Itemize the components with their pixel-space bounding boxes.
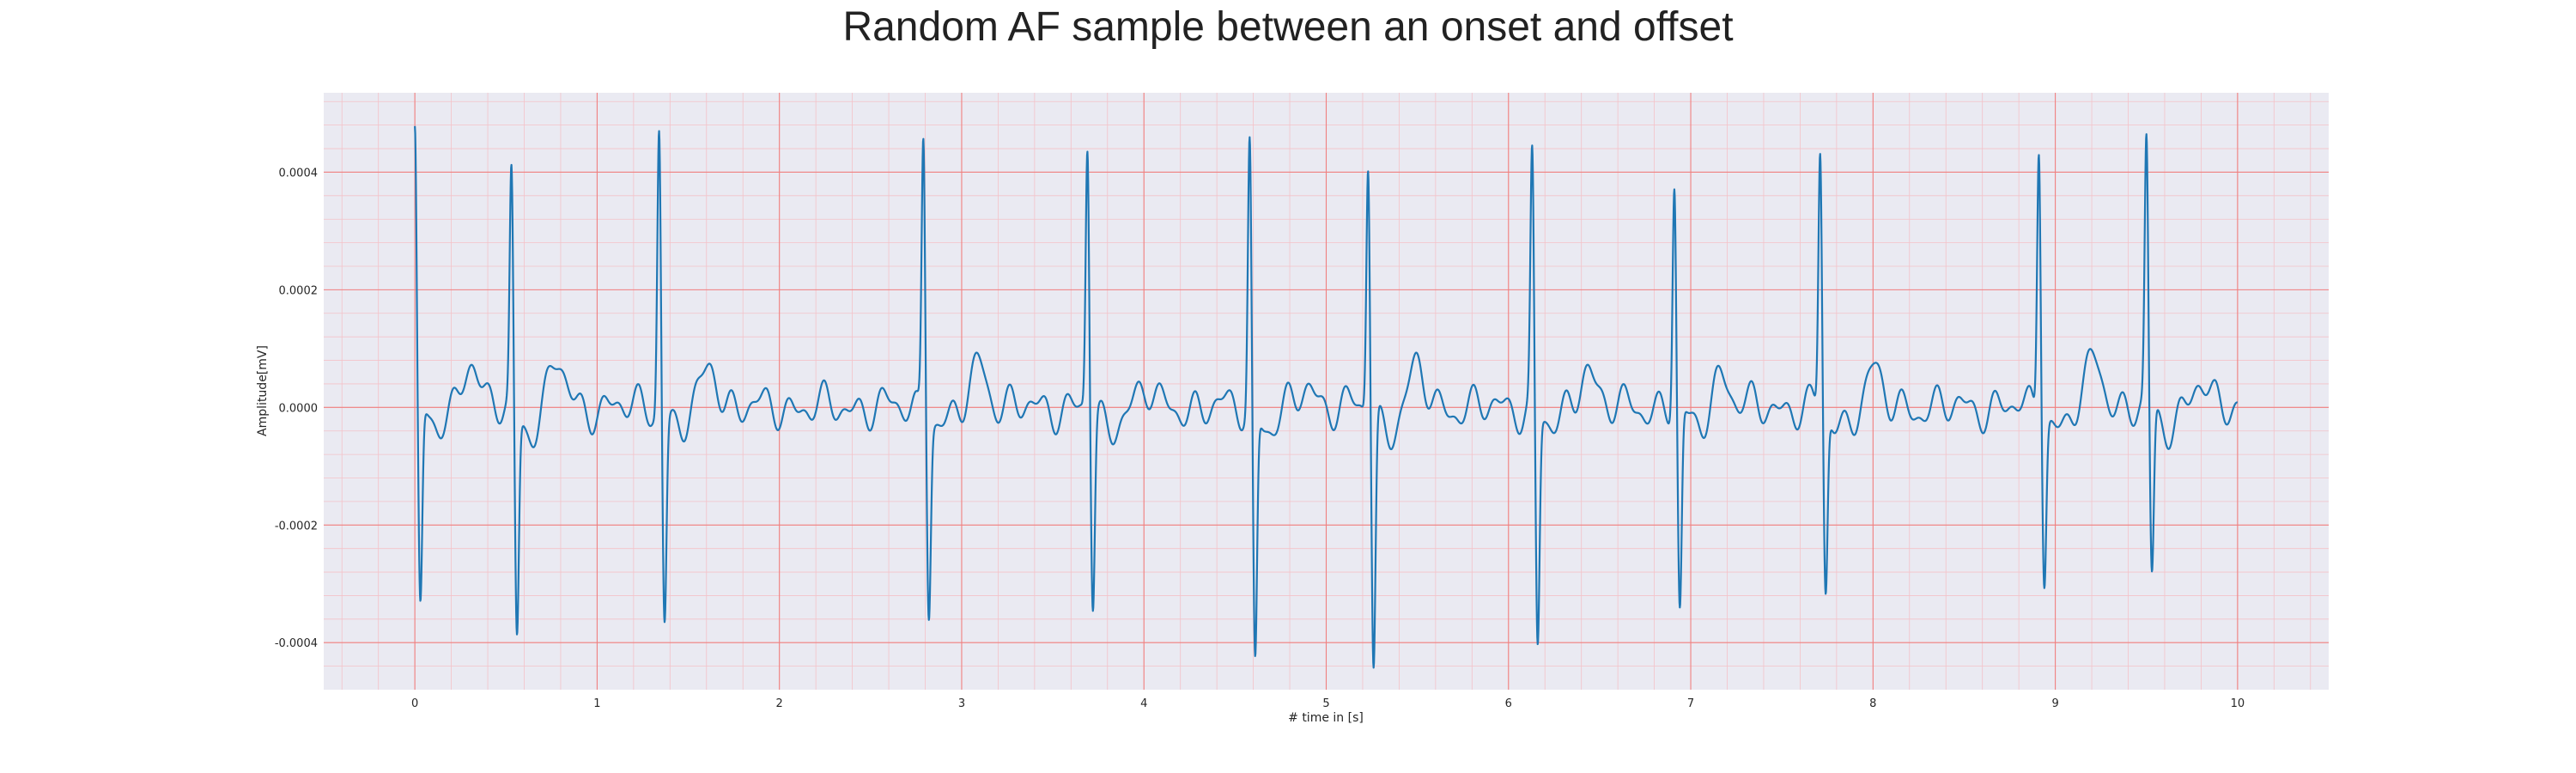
x-tick-label: 2 — [776, 697, 783, 710]
x-tick-label: 5 — [1322, 697, 1329, 710]
y-axis-label: Amplitude[mV] — [256, 345, 270, 436]
x-tick-label: 8 — [1869, 697, 1876, 710]
signal-line — [414, 125, 2239, 669]
x-tick-label: 0 — [411, 697, 418, 710]
chart-title: Random AF sample between an onset and of… — [842, 4, 1734, 50]
major-grid — [324, 93, 2329, 690]
y-tick-label: 0.0002 — [279, 284, 319, 297]
x-tick-label: 9 — [2051, 697, 2058, 710]
x-tick-label: 1 — [593, 697, 600, 710]
y-tick-label: -0.0004 — [275, 637, 318, 650]
x-tick-label: 3 — [958, 697, 965, 710]
x-tick-label: 4 — [1140, 697, 1147, 710]
x-tick-label: 7 — [1687, 697, 1694, 710]
x-tick-label: 6 — [1505, 697, 1512, 710]
y-tick-label: -0.0002 — [275, 520, 318, 533]
x-tick-label: 10 — [2231, 697, 2245, 710]
x-axis-label: # time in [s] — [1288, 711, 1364, 725]
y-tick-label: 0.0004 — [279, 167, 319, 180]
y-tick-labels: -0.0004 -0.0002 0.0000 0.0002 0.0004 — [275, 167, 318, 650]
x-tick-labels: 0 1 2 3 4 5 6 7 8 9 10 — [411, 697, 2245, 710]
y-tick-label: 0.0000 — [279, 402, 319, 415]
